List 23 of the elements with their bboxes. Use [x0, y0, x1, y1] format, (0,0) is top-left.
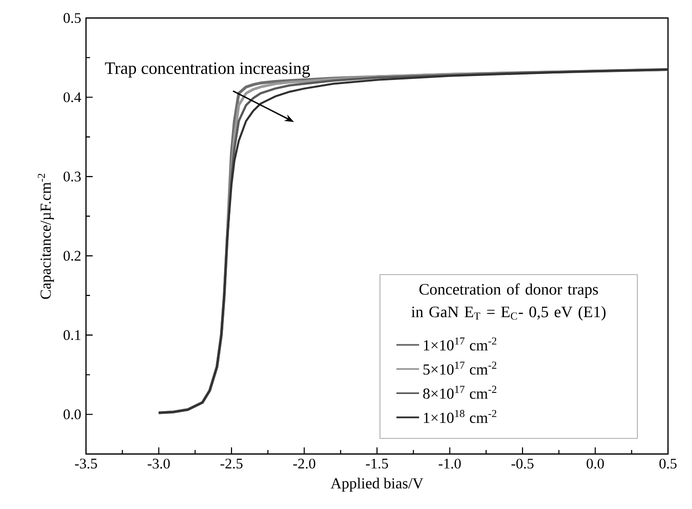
x-tick-label: 0.0	[586, 458, 604, 469]
x-tick-label: 0.5	[659, 458, 677, 469]
y-tick-label: 0.4	[64, 92, 82, 102]
x-axis-title: Applied bias/V	[330, 478, 424, 492]
x-tick-label: -1.0	[438, 458, 461, 469]
x-tick-label: -2.5	[220, 458, 242, 469]
legend-label: 1×10$^{18}$ cm$^{-2}$	[424, 410, 496, 423]
legend-label: 1×10$^{17}$ cm$^{-2}$	[424, 337, 496, 350]
y-tick-label: 0.1	[64, 330, 80, 340]
legend-title: Concetration of donor traps in GaN E$_{T}$ = E$_{C}$- 0,5 eV (E1)	[411, 283, 606, 321]
legend-label: 5×10$^{17}$ cm$^{-2}$	[424, 362, 496, 375]
x-tick-label: -3.5	[74, 458, 97, 469]
y-tick-label: 0.2	[64, 250, 80, 261]
y-tick-label: 0.3	[64, 172, 81, 182]
legend-label: 8×10$^{17}$ cm$^{-2}$	[423, 386, 496, 399]
y-tick-label: 0.0	[64, 409, 81, 420]
y-tick-label: 0.5	[64, 13, 81, 23]
x-tick-label: -2.0	[293, 458, 316, 469]
x-tick-label: -0.5	[511, 458, 534, 469]
x-tick-label: -1.5	[366, 458, 388, 469]
annotation: Trap concentration increasing	[105, 62, 310, 78]
y-axis-title: Capacitance/µF.cm$^{-2}$	[38, 174, 54, 299]
x-tick-label: -3.0	[148, 458, 170, 469]
